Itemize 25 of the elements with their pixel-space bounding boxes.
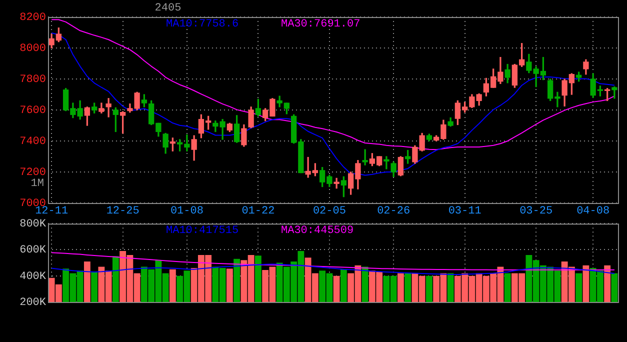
x-tick-label: 03-25	[520, 206, 553, 218]
x-tick-label: 01-08	[170, 206, 204, 218]
y-tick-label: 7600	[20, 104, 46, 117]
x-tick-label: 03-11	[448, 206, 482, 218]
y-tick-label: 200K	[20, 296, 46, 309]
y-tick-label: 7400	[20, 136, 46, 148]
y-tick-label: 400K	[20, 270, 46, 283]
x-tick-label: 01-22	[242, 206, 275, 218]
x-tick-label: 12-11	[35, 206, 68, 218]
chart-title: 2405	[154, 2, 182, 14]
y-tick-label: 600K	[20, 244, 46, 257]
text: 1M	[30, 178, 44, 190]
y-tick-label: 8200	[20, 12, 46, 24]
text: MA10:417515	[166, 225, 239, 238]
text: MA10:7758.6	[166, 18, 239, 30]
y-tick-label: 7200	[20, 166, 46, 179]
x-tick-label: 04-08	[576, 206, 610, 218]
x-tick-label: 12-25	[106, 206, 140, 218]
text: MA30:445509	[281, 225, 354, 238]
y-tick-label: 7800	[20, 74, 46, 86]
text: MA30:7691.07	[281, 18, 360, 30]
y-tick-label: 8000	[20, 42, 46, 55]
x-tick-label: 02-26	[377, 206, 410, 218]
y-tick-label: 800K	[20, 218, 46, 231]
x-tick-label: 02-05	[312, 206, 346, 218]
